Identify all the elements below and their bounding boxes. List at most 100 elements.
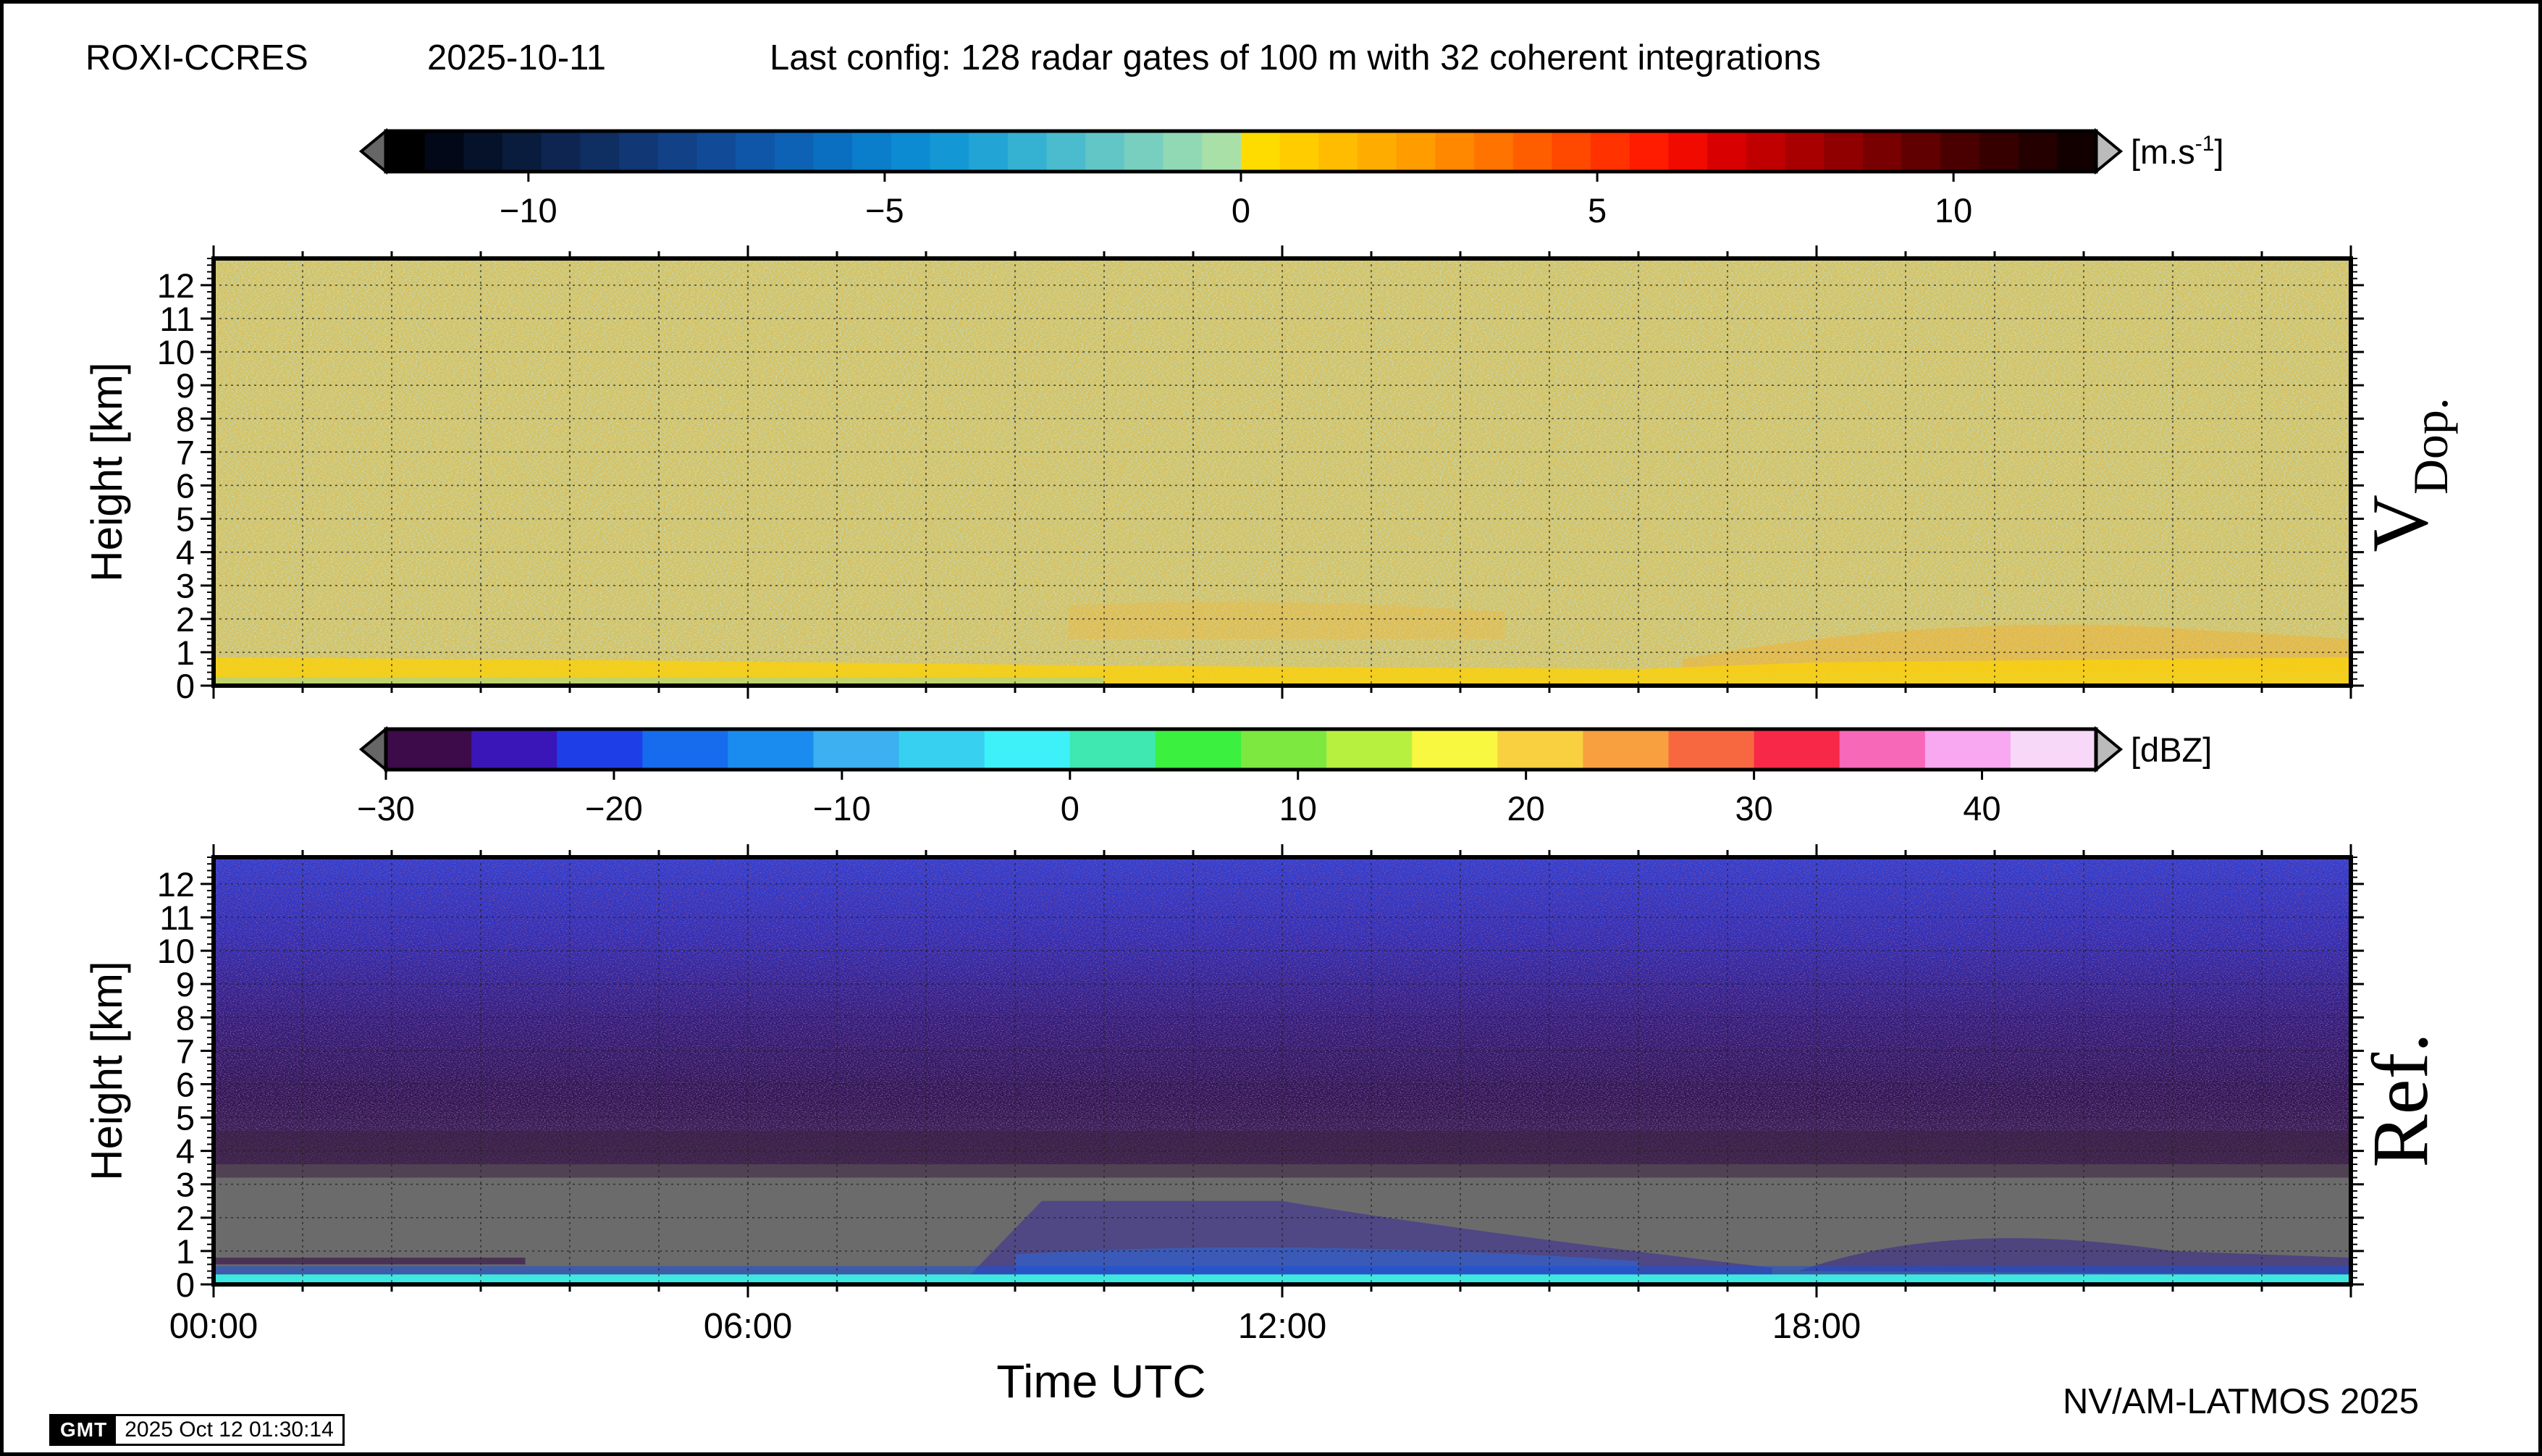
colorbar-under-triangle bbox=[358, 127, 387, 175]
colorbar-swatch bbox=[1155, 729, 1242, 770]
x-tick-label: 18:00 bbox=[1772, 1307, 1861, 1346]
x-tick-label: 06:00 bbox=[704, 1307, 793, 1346]
panel-label-sub: Dop. bbox=[2403, 397, 2458, 495]
y-tick-label: 0 bbox=[176, 667, 195, 705]
date-label: 2025-10-11 bbox=[427, 38, 607, 77]
colorbar-swatch bbox=[1412, 729, 1498, 770]
colorbar-swatch bbox=[471, 729, 557, 770]
colorbar-swatch bbox=[386, 131, 426, 172]
colorbar-swatch bbox=[1326, 729, 1413, 770]
colorbar-swatch bbox=[1583, 729, 1670, 770]
panel-label: Ref. bbox=[2356, 1032, 2444, 1167]
colorbar-swatch bbox=[1552, 131, 1591, 172]
colorbar-swatch bbox=[813, 729, 900, 770]
colorbar-swatch bbox=[1512, 131, 1553, 172]
colorbar-swatch bbox=[813, 131, 853, 172]
colorbar-swatch bbox=[930, 131, 969, 172]
colorbar-tick-label: 40 bbox=[1963, 789, 2000, 828]
y-tick-label: 6 bbox=[176, 466, 195, 505]
colorbar-swatch bbox=[1358, 131, 1397, 172]
elevated-layer bbox=[1068, 602, 1505, 639]
colorbar-swatch bbox=[541, 131, 581, 172]
colorbar-unit: [dBZ] bbox=[2131, 731, 2212, 769]
colorbar-swatch bbox=[1824, 131, 1864, 172]
colorbar-swatch bbox=[774, 131, 815, 172]
colorbar-swatch bbox=[1124, 131, 1164, 172]
colorbar-swatch bbox=[736, 131, 775, 172]
colorbar-swatch bbox=[1435, 131, 1475, 172]
colorbar-under-triangle bbox=[358, 725, 387, 773]
colorbar-swatch bbox=[1924, 729, 2011, 770]
colorbar-swatch bbox=[463, 131, 503, 172]
colorbar-swatch bbox=[984, 729, 1071, 770]
colorbar-swatch bbox=[1241, 131, 1281, 172]
evening-echo bbox=[1798, 1238, 2351, 1275]
y-tick-label: 3 bbox=[176, 1166, 195, 1204]
y-axis-label: Height [km] bbox=[83, 362, 131, 581]
colorbar-swatch bbox=[580, 131, 620, 172]
colorbar-swatch bbox=[1746, 131, 1786, 172]
colorbar-swatch bbox=[1046, 131, 1086, 172]
gmt-logo: GMT bbox=[51, 1416, 117, 1444]
y-tick-label: 2 bbox=[176, 600, 195, 639]
y-tick-label: 6 bbox=[176, 1065, 195, 1103]
colorbar-swatch bbox=[642, 729, 728, 770]
y-tick-label: 12 bbox=[157, 266, 195, 305]
x-axis-label: Time UTC bbox=[996, 1355, 1205, 1407]
y-tick-label: 8 bbox=[176, 998, 195, 1037]
colorbar-border bbox=[384, 727, 2098, 772]
y-tick-label: 4 bbox=[176, 534, 195, 572]
colorbar-tick-label: 5 bbox=[1588, 191, 1607, 230]
colorbar-swatch bbox=[424, 131, 464, 172]
y-tick-label: 11 bbox=[159, 899, 195, 937]
unit-exponent: -1 bbox=[2195, 132, 2215, 156]
colorbar-swatch bbox=[502, 131, 542, 172]
colorbar-swatch bbox=[1202, 131, 1242, 172]
colorbar-tick-label: −30 bbox=[357, 789, 415, 828]
y-tick-label: 11 bbox=[159, 300, 195, 338]
colorbar-swatch bbox=[1318, 131, 1358, 172]
y-tick-label: 1 bbox=[176, 1232, 195, 1271]
y-tick-label: 10 bbox=[157, 932, 195, 970]
y-tick-label: 7 bbox=[176, 433, 195, 471]
colorbar-swatch bbox=[1007, 131, 1048, 172]
y-tick-label: 5 bbox=[176, 1099, 195, 1137]
colorbar-swatch bbox=[1085, 131, 1125, 172]
panel-label: VDop. bbox=[2356, 397, 2458, 552]
y-tick-label: 1 bbox=[176, 634, 195, 672]
colorbar-tick-label: −10 bbox=[813, 789, 871, 828]
colorbar-swatch bbox=[1668, 131, 1708, 172]
colorbar-tick-label: −20 bbox=[585, 789, 643, 828]
colorbar-swatch bbox=[1754, 729, 1840, 770]
colorbar-tick-label: 30 bbox=[1735, 789, 1772, 828]
colorbar-swatch bbox=[1163, 131, 1203, 172]
colorbar-swatch bbox=[852, 131, 892, 172]
colorbar-swatch bbox=[1497, 729, 1583, 770]
colorbar-swatch bbox=[1591, 131, 1630, 172]
colorbar-swatch bbox=[2057, 131, 2097, 172]
colorbar-swatch bbox=[1629, 131, 1670, 172]
y-tick-label: 5 bbox=[176, 500, 195, 539]
colorbar-swatch bbox=[657, 131, 698, 172]
colorbar-swatch bbox=[1940, 131, 1980, 172]
y-tick-label: 2 bbox=[176, 1199, 195, 1237]
colorbar-tick-label: 10 bbox=[1279, 789, 1317, 828]
reflectivity-colorbar: −30 −20 −10 0 10 20 30 40 [dBZ] bbox=[357, 725, 2212, 828]
colorbar-tick-label: 10 bbox=[1935, 191, 1972, 230]
y-tick-label: 0 bbox=[176, 1266, 195, 1304]
colorbar-swatch bbox=[386, 729, 472, 770]
colorbar-swatch bbox=[1069, 729, 1156, 770]
y-tick-label: 7 bbox=[176, 1032, 195, 1070]
morning-layer bbox=[214, 1258, 526, 1265]
colorbar-swatch bbox=[696, 131, 736, 172]
gmt-timestamp: GMT 2025 Oct 12 01:30:14 bbox=[49, 1414, 345, 1446]
colorbar-swatch bbox=[728, 729, 815, 770]
colorbar-over-triangle bbox=[2095, 725, 2124, 773]
colorbar-swatch bbox=[1901, 131, 1941, 172]
x-tick-label: 12:00 bbox=[1238, 1307, 1327, 1346]
y-tick-label: 4 bbox=[176, 1132, 195, 1171]
